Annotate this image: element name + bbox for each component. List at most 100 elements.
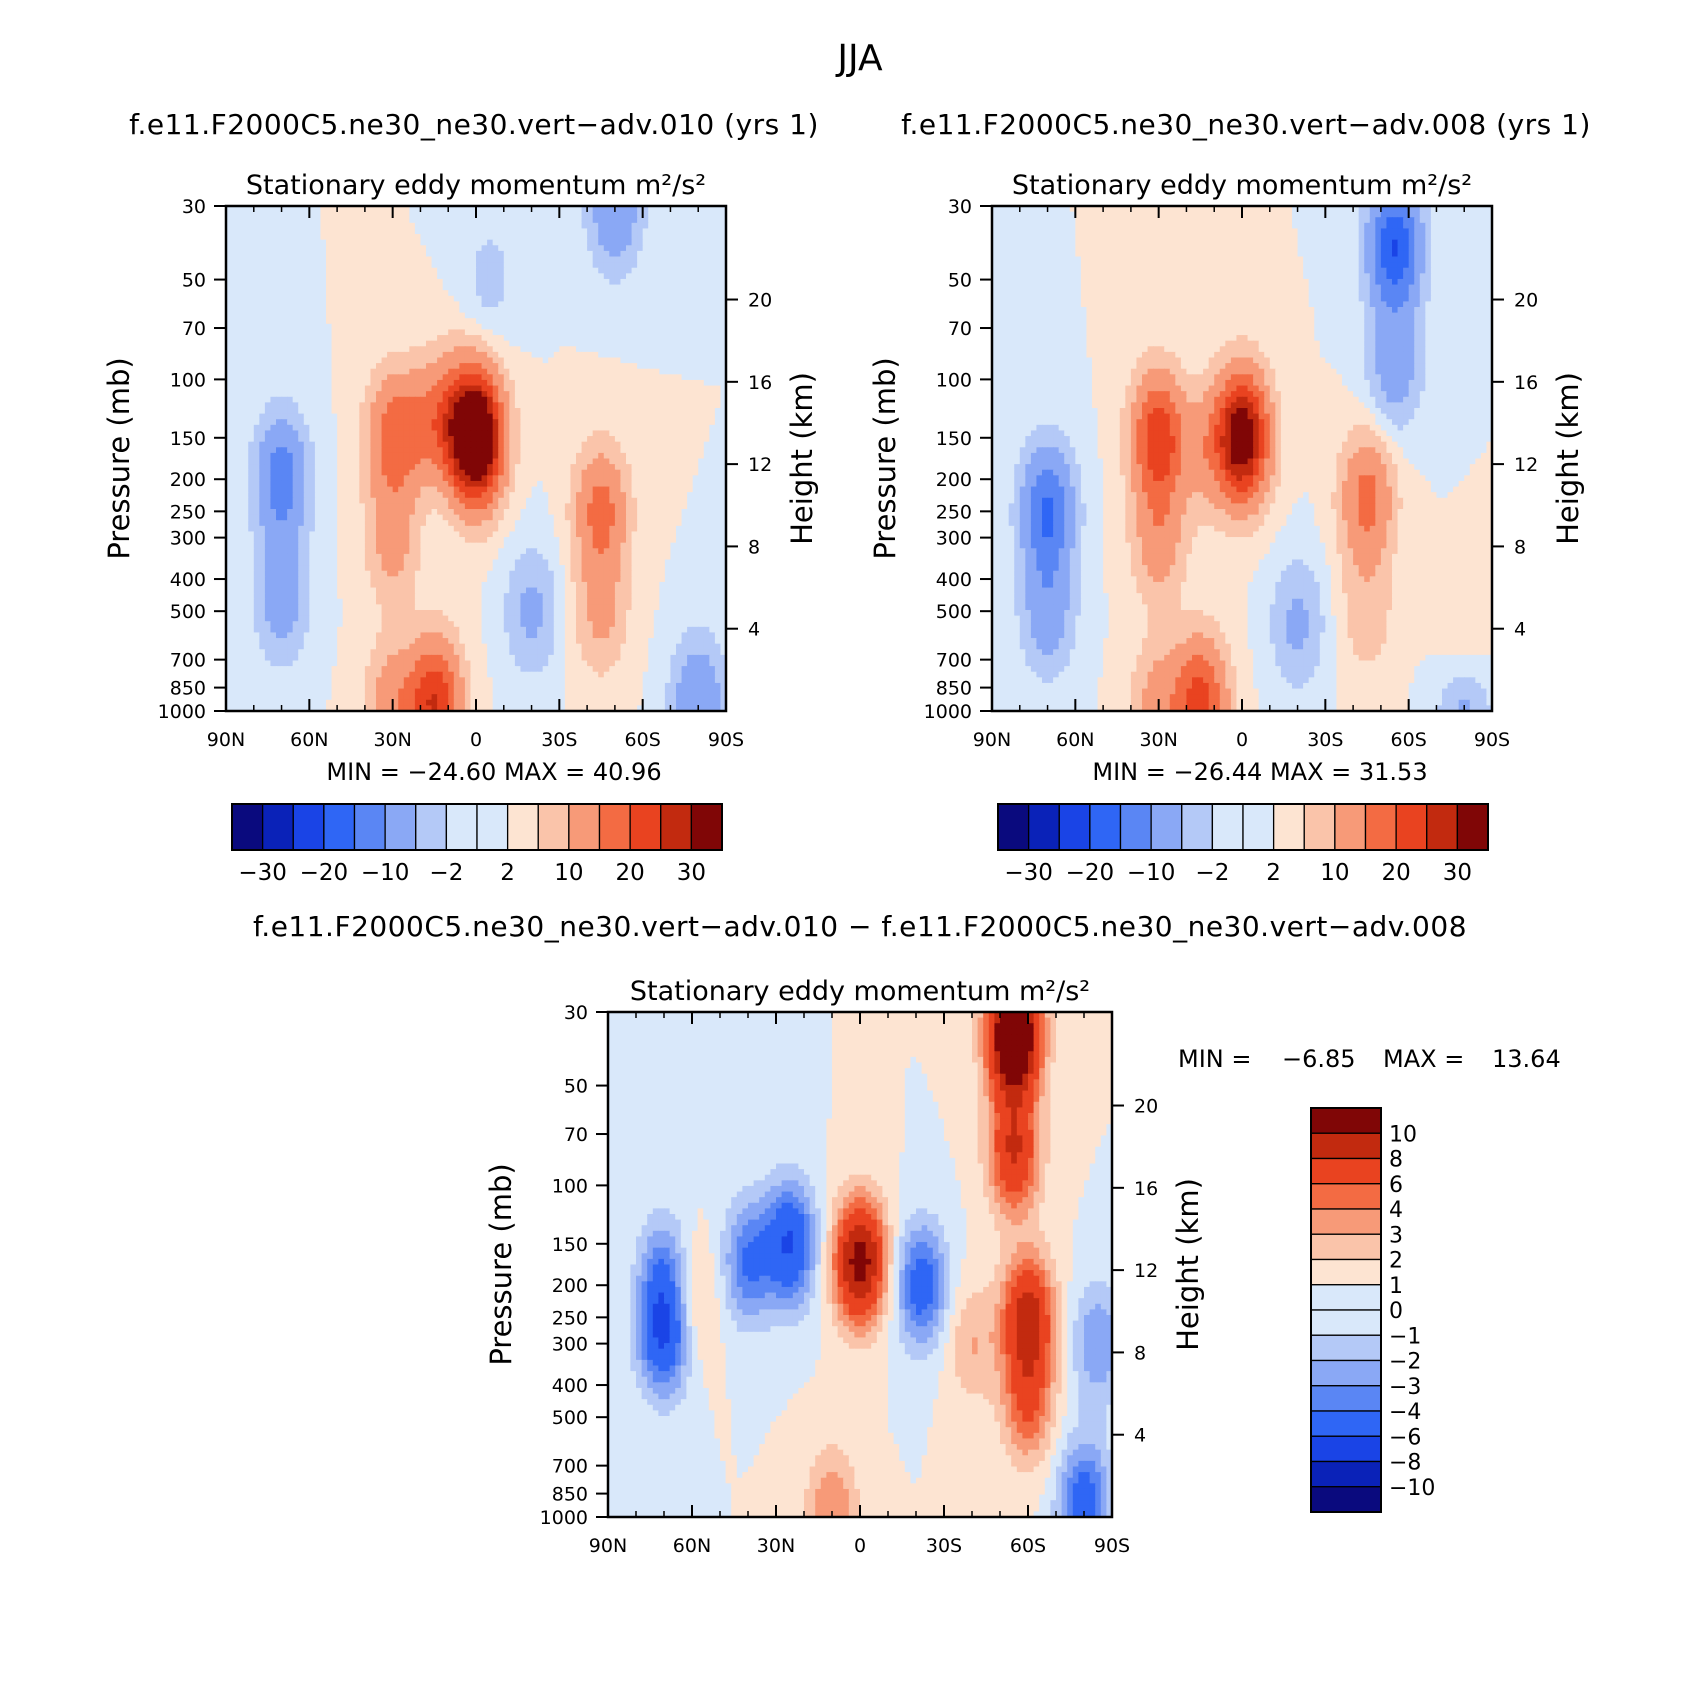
field-cell: [548, 458, 555, 465]
field-cell: [637, 312, 644, 319]
field-cell: [609, 430, 616, 437]
field-cell: [237, 307, 244, 314]
field-cell: [453, 408, 460, 415]
field-cell: [276, 301, 283, 308]
field-cell: [553, 267, 560, 274]
field-cell: [709, 278, 716, 286]
field-cell: [520, 424, 527, 432]
field-cell: [687, 284, 694, 291]
field-cell: [509, 436, 516, 443]
field-cell: [670, 486, 677, 493]
field-cell: [670, 239, 677, 246]
field-cell: [298, 256, 305, 263]
field-cell: [592, 301, 599, 308]
field-cell: [614, 301, 622, 308]
field-cell: [387, 424, 394, 432]
field-cell: [398, 469, 405, 476]
field-cell: [309, 385, 316, 392]
field-cell: [376, 486, 383, 493]
field-cell: [631, 396, 638, 403]
field-cell: [709, 402, 716, 409]
field-cell: [281, 424, 288, 432]
field-cell: [631, 301, 638, 308]
field-cell: [259, 514, 266, 521]
field-cell: [392, 335, 399, 342]
field-cell: [676, 234, 683, 241]
field-cell: [353, 458, 360, 465]
field-cell: [342, 256, 349, 263]
field-cell: [470, 480, 477, 488]
field-cell: [598, 486, 605, 493]
field-cell: [442, 307, 449, 314]
field-cell: [542, 318, 549, 325]
field-cell: [287, 419, 294, 426]
field-cell: [548, 391, 555, 398]
field-cell: [509, 346, 516, 353]
field-cell: [459, 374, 466, 381]
field-cell: [348, 256, 355, 263]
field-cell: [431, 295, 438, 302]
field-cell: [392, 295, 399, 302]
field-cell: [270, 492, 277, 499]
field-cell: [248, 239, 255, 246]
field-cell: [364, 206, 372, 213]
field-cell: [348, 469, 355, 476]
field-cell: [698, 245, 705, 252]
field-cell: [326, 447, 333, 454]
field-cell: [348, 447, 355, 454]
field-cell: [714, 335, 722, 342]
field-cell: [426, 206, 433, 213]
field-cell: [509, 441, 516, 448]
field-cell: [237, 323, 244, 331]
field-cell: [337, 396, 344, 403]
field-cell: [531, 374, 538, 381]
field-cell: [381, 262, 388, 269]
field-cell: [526, 234, 533, 241]
field-cell: [653, 329, 660, 336]
field-cell: [403, 278, 410, 286]
field-cell: [720, 284, 727, 291]
field-cell: [437, 402, 444, 409]
field-cell: [648, 396, 655, 403]
field-cell: [587, 458, 594, 465]
field-cell: [253, 245, 260, 252]
field-cell: [698, 262, 705, 269]
field-cell: [592, 323, 599, 331]
field-cell: [703, 222, 710, 230]
field-cell: [503, 273, 510, 280]
field-cell: [520, 441, 527, 448]
field-cell: [237, 464, 244, 471]
field-cell: [637, 295, 644, 302]
field-cell: [520, 379, 527, 387]
field-cell: [709, 211, 716, 218]
field-cell: [387, 480, 394, 488]
field-cell: [409, 301, 416, 308]
field-cell: [359, 318, 366, 325]
field-cell: [481, 273, 488, 280]
field-cell: [337, 408, 344, 415]
field-cell: [403, 413, 410, 420]
field-cell: [298, 452, 305, 460]
field-cell: [487, 469, 494, 476]
field-cell: [453, 436, 460, 443]
field-cell: [670, 234, 677, 241]
field-cell: [581, 206, 588, 213]
field-cell: [603, 374, 610, 381]
field-cell: [264, 379, 272, 387]
field-cell: [498, 357, 505, 364]
field-cell: [592, 408, 599, 415]
field-cell: [703, 469, 710, 476]
field-cell: [542, 323, 549, 331]
field-cell: [698, 379, 705, 387]
field-cell: [587, 307, 594, 314]
field-cell: [553, 340, 560, 347]
field-cell: [342, 436, 349, 443]
field-cell: [426, 458, 433, 465]
field-cell: [309, 278, 316, 286]
field-cell: [487, 413, 494, 420]
field-cell: [609, 503, 616, 510]
field-cell: [276, 206, 283, 213]
field-cell: [420, 363, 427, 370]
field-cell: [670, 262, 677, 269]
field-cell: [664, 256, 672, 263]
